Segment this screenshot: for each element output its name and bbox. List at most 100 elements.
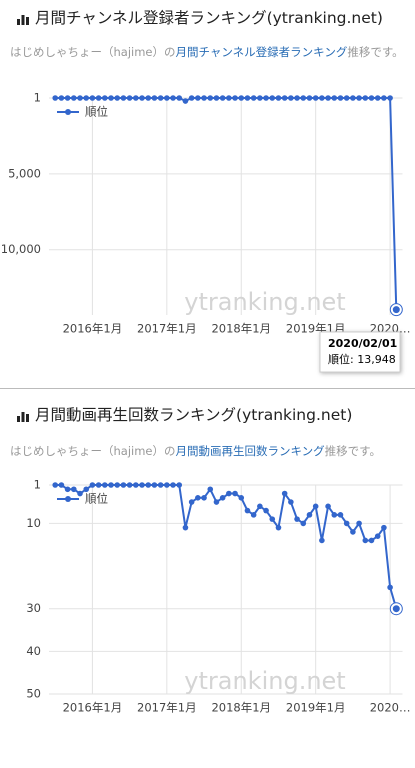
- point: [325, 503, 331, 510]
- point: [269, 95, 276, 101]
- point: [238, 494, 245, 501]
- point: [381, 524, 387, 531]
- point: [337, 512, 344, 518]
- point: [319, 95, 325, 101]
- desc-link[interactable]: 月間動画再生回数ランキング: [175, 444, 325, 458]
- point: [312, 95, 319, 101]
- desc-text: はじめしゃちょー（hajime）の: [10, 444, 176, 458]
- description: はじめしゃちょー（hajime）の月間チャンネル登録者ランキング推移です。: [10, 43, 408, 61]
- chart: 1 10 30 40 50 2016年1月 2017年1月 2018年1月 2019年1月 202…: [26, 478, 411, 715]
- point: [368, 95, 375, 101]
- point: [226, 490, 232, 497]
- point: [95, 95, 102, 101]
- point: [226, 95, 232, 101]
- point: [126, 95, 133, 101]
- point: [52, 482, 59, 488]
- point: [108, 482, 114, 488]
- point: [151, 95, 158, 101]
- y-tick-label: 50: [26, 687, 41, 701]
- point: [207, 486, 214, 493]
- point: [387, 95, 393, 101]
- point: [350, 529, 356, 535]
- point: [312, 503, 319, 510]
- point: [232, 490, 238, 497]
- point: [176, 95, 183, 101]
- point: [244, 95, 251, 101]
- point: [157, 95, 164, 101]
- point: [232, 95, 238, 101]
- y-tick-label: 40: [26, 644, 41, 658]
- section-title: 月間チャンネル登録者ランキング(ytranking.net): [35, 9, 383, 27]
- watermark: ytranking.net: [184, 667, 345, 695]
- point: [381, 95, 387, 101]
- point: [108, 95, 114, 101]
- point: [126, 482, 133, 488]
- point: [58, 482, 65, 488]
- point: [281, 95, 288, 101]
- point: [374, 533, 381, 539]
- point: [300, 95, 307, 101]
- desc-text: 推移です。: [347, 45, 404, 59]
- point: [188, 95, 195, 101]
- x-tick-label: 2020…: [370, 701, 411, 715]
- y-tick-label: 1: [34, 478, 41, 492]
- point: [250, 512, 257, 518]
- point: [362, 537, 369, 544]
- x-tick-label: 2017年1月: [137, 322, 197, 336]
- line: [55, 97, 398, 310]
- point: [325, 95, 331, 101]
- point: [263, 95, 269, 101]
- desc-text: 推移です。: [324, 444, 382, 458]
- point: [188, 499, 195, 505]
- section-header: 月間チャンネル登録者ランキング(ytranking.net): [0, 6, 415, 28]
- desc-text: はじめしゃちょー（hajime）の: [10, 45, 176, 59]
- point: [89, 482, 96, 488]
- point: [374, 95, 381, 101]
- point: [391, 604, 401, 614]
- point: [145, 482, 152, 488]
- point: [257, 503, 263, 510]
- x-tick-label: 2016年1月: [63, 322, 123, 336]
- point: [288, 499, 294, 505]
- y-tick-label: 30: [26, 601, 41, 615]
- desc-link[interactable]: 月間チャンネル登録者ランキング: [175, 45, 348, 59]
- point: [95, 482, 102, 488]
- y-tick-label: 5,000: [8, 166, 41, 180]
- x-tick-label: 2018年1月: [211, 322, 271, 336]
- point: [139, 482, 145, 488]
- point: [343, 520, 350, 527]
- point: [114, 95, 121, 101]
- section-title: 月間動画再生回数ランキング(ytranking.net): [35, 406, 353, 424]
- legend-marker: [65, 496, 71, 502]
- point: [275, 524, 282, 531]
- y-tick-label: 1: [34, 91, 41, 105]
- point: [120, 95, 127, 101]
- point: [83, 95, 90, 101]
- point: [77, 95, 83, 101]
- legend-label: 順位: [85, 492, 108, 506]
- point: [58, 95, 65, 101]
- point: [213, 499, 220, 505]
- x-tick-label: 2017年1月: [137, 701, 197, 715]
- y-tick-label: 10,000: [1, 242, 41, 256]
- point: [219, 494, 226, 501]
- point: [133, 482, 139, 488]
- point: [300, 520, 307, 527]
- point: [71, 486, 77, 493]
- point: [201, 494, 207, 501]
- x-tick-label: 2019年1月: [286, 701, 346, 715]
- separator: [0, 388, 415, 389]
- point: [294, 516, 300, 522]
- point: [201, 95, 207, 101]
- point: [368, 537, 375, 544]
- point: [89, 95, 96, 101]
- point: [288, 95, 294, 101]
- point: [195, 494, 201, 501]
- point: [182, 524, 189, 531]
- point: [263, 507, 269, 514]
- point: [275, 95, 282, 101]
- point: [356, 520, 362, 527]
- point: [102, 482, 108, 488]
- point: [244, 507, 251, 514]
